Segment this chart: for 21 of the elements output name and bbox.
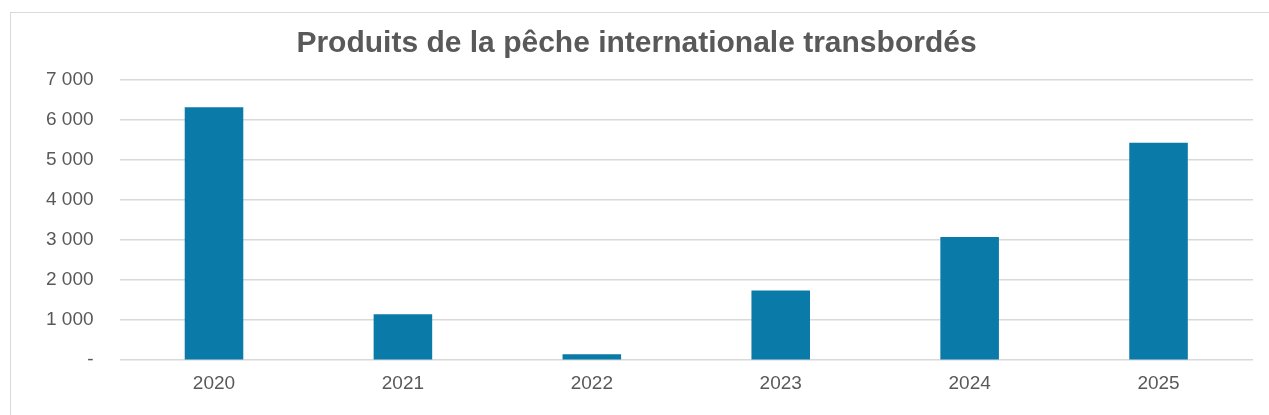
bar [751,290,811,360]
bar [1129,142,1188,360]
y-tick-label: 7 000 [46,68,94,90]
x-tick-label: 2023 [759,371,802,393]
y-tick-label: - [87,348,94,370]
x-tick-label: 2021 [381,371,425,393]
bar [562,354,622,360]
bar [940,236,999,360]
y-tick-label: 5 000 [46,148,94,170]
bar [373,314,433,360]
y-tick-label: 3 000 [46,228,94,250]
y-tick-label: 4 000 [46,188,94,210]
y-tick-label: 2 000 [46,268,94,290]
bar [184,107,244,360]
x-tick-label: 2020 [192,371,236,393]
x-tick-label: 2022 [570,371,613,393]
x-tick-label: 2025 [1137,371,1180,393]
x-tick-label: 2024 [948,371,992,393]
y-tick-label: 6 000 [46,108,94,130]
chart-title: Produits de la pêche internationale transbordés [296,25,977,59]
y-tick-label: 1 000 [46,308,94,330]
